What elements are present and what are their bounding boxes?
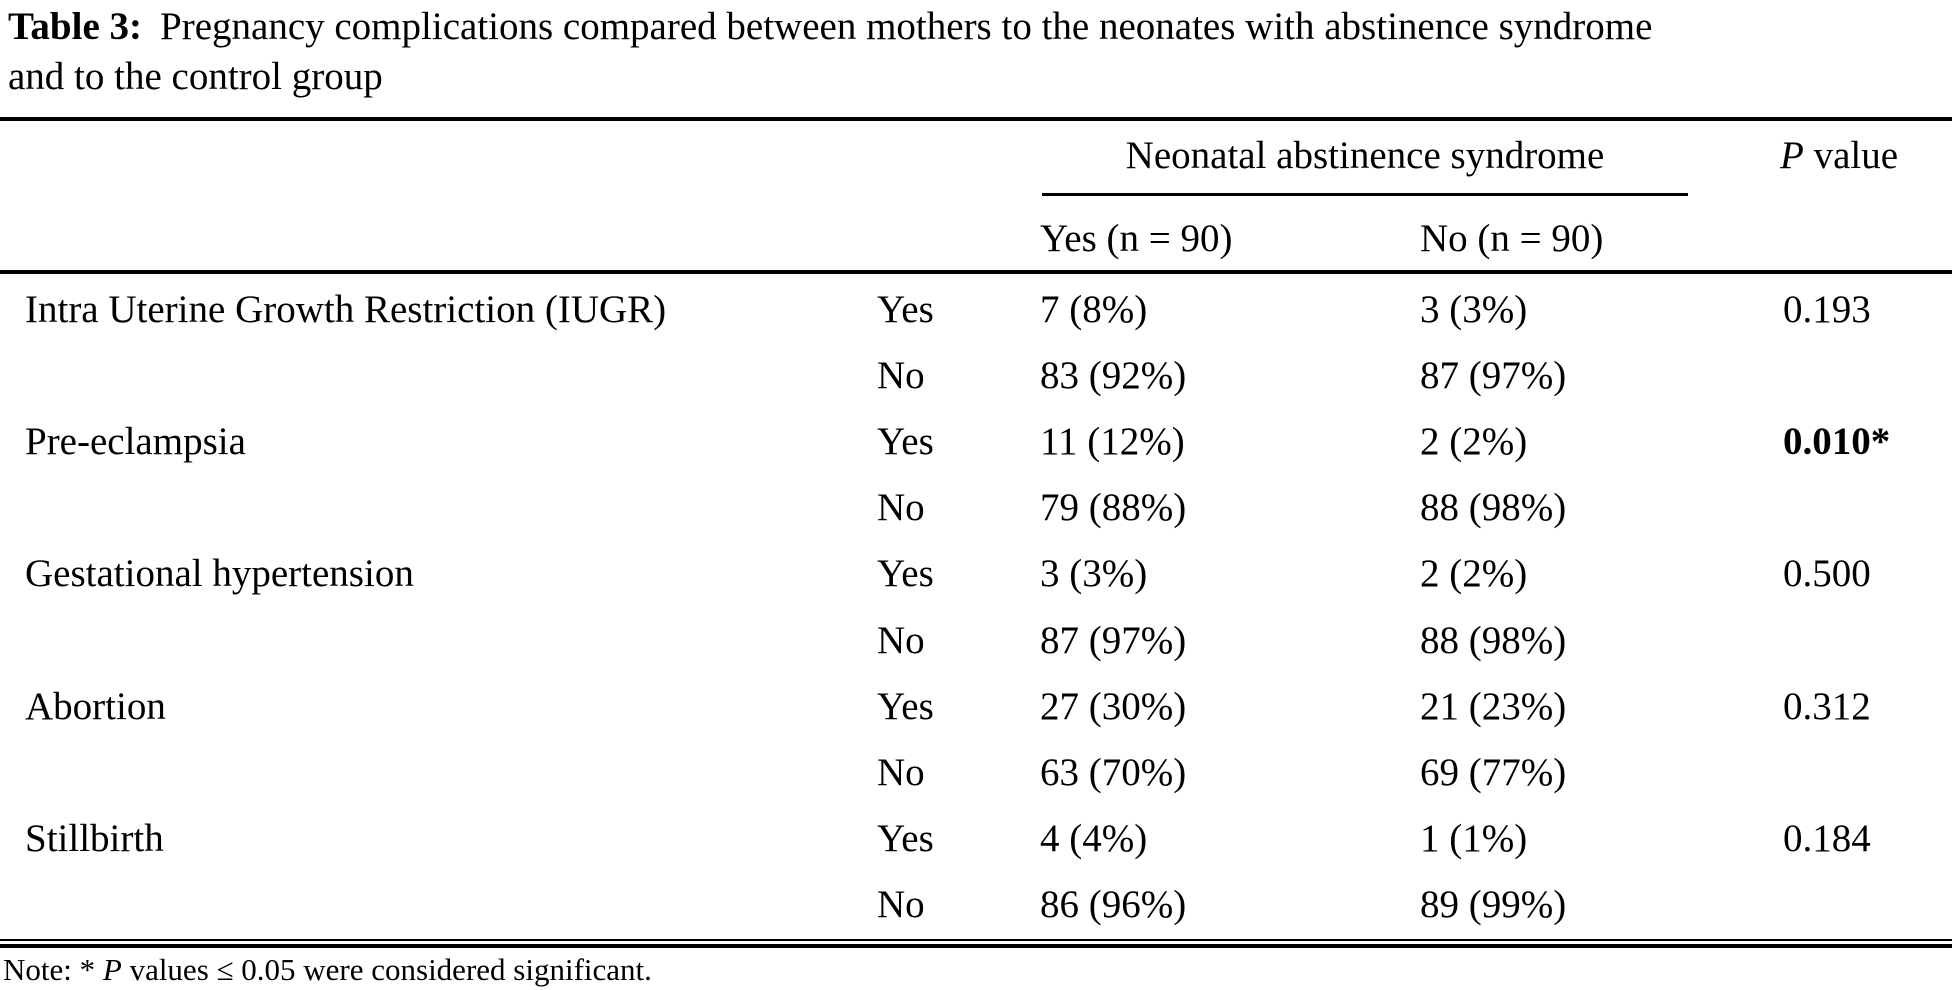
complication-cell: Intra Uterine Growth Restriction (IUGR) [25,287,667,331]
table-caption-text: Pregnancy complications compared between… [160,5,1653,48]
table-bottom-rule [0,939,1952,948]
nas-yes-cell: 27 (30%) [1040,684,1187,728]
p-value-cell: 0.500 [1783,552,1871,596]
complication-cell: Abortion [25,684,166,728]
nas-yes-cell: 86 (96%) [1040,883,1187,927]
table-top-rule [0,117,1952,121]
nas-yes-cell: 63 (70%) [1040,751,1187,795]
nas-no-cell: 21 (23%) [1420,684,1567,728]
table-header-rule [0,270,1952,274]
nas-no-cell: 88 (98%) [1420,618,1567,662]
footnote-rest: values ≤ 0.05 were considered significan… [121,952,652,987]
column-header-p-value: P value [1780,133,1898,179]
status-cell: No [877,353,925,397]
nas-yes-cell: 11 (12%) [1040,420,1185,463]
table-row: No 63 (70%) 69 (77%) [0,739,1952,805]
p-value-rest: value [1803,134,1899,177]
table-caption-line2: and to the control group [8,55,383,98]
table-row: Intra Uterine Growth Restriction (IUGR) Y… [0,276,1952,342]
p-value-cell: 0.010* [1783,420,1891,463]
nas-no-cell: 87 (97%) [1420,353,1567,397]
nas-yes-cell: 3 (3%) [1040,552,1148,596]
p-value-cell: 0.184 [1783,817,1871,861]
status-cell: No [877,618,925,662]
nas-yes-cell: 87 (97%) [1040,618,1187,662]
table-row: Gestational hypertension Yes 3 (3%) 2 (2%) 0… [0,541,1952,607]
status-cell: No [877,883,925,927]
table-row: Pre-eclampsia Yes 11 (12%) 2 (2%) 0.010* [0,408,1952,474]
nas-no-cell: 3 (3%) [1420,287,1528,331]
nas-no-cell: 1 (1%) [1420,817,1528,861]
nas-no-cell: 2 (2%) [1420,420,1528,463]
complication-cell: Gestational hypertension [25,552,414,596]
table-row: Abortion Yes 27 (30%) 21 (23%) 0.312 [0,673,1952,739]
nas-no-cell: 89 (99%) [1420,883,1567,927]
nas-yes-cell: 7 (8%) [1040,287,1148,331]
p-value-cell: 0.312 [1783,684,1871,728]
nas-yes-cell: 79 (88%) [1040,486,1187,530]
status-cell: Yes [877,684,934,728]
p-value-cell: 0.193 [1783,287,1871,331]
table-caption-line1: Table 3: Pregnancy complications compare… [8,2,1946,52]
table-footnote: Note: * P values ≤ 0.05 were considered … [3,952,652,988]
nas-no-cell: 88 (98%) [1420,486,1567,530]
complication-cell: Stillbirth [25,817,164,861]
group-header-neonatal-abstinence-syndrome: Neonatal abstinence syndrome [1042,133,1688,196]
table-row: No 86 (96%) 89 (99%) [0,872,1952,938]
status-cell: Yes [877,287,934,331]
nas-no-cell: 69 (77%) [1420,751,1567,795]
p-value-italic-p: P [1780,134,1804,177]
table-body: Intra Uterine Growth Restriction (IUGR) Y… [0,276,1952,938]
status-cell: Yes [877,817,934,861]
complication-cell: Pre-eclampsia [25,420,246,463]
column-header-no-n90: No (n = 90) [1420,217,1604,260]
footnote-italic-p: P [102,952,122,987]
status-cell: Yes [877,552,934,596]
nas-no-cell: 2 (2%) [1420,552,1528,596]
table-row: No 79 (88%) 88 (98%) [0,475,1952,541]
status-cell: No [877,486,925,530]
footnote-prefix: Note: * [3,952,103,987]
nas-yes-cell: 83 (92%) [1040,353,1187,397]
table-caption-label: Table 3: [8,5,143,48]
table-row: No 83 (92%) 87 (97%) [0,342,1952,408]
table-caption: Table 3: Pregnancy complications compare… [8,2,1946,102]
table-row: Stillbirth Yes 4 (4%) 1 (1%) 0.184 [0,806,1952,872]
nas-yes-cell: 4 (4%) [1040,817,1148,861]
table-row: No 87 (97%) 88 (98%) [0,607,1952,673]
status-cell: No [877,751,925,795]
status-cell: Yes [877,420,934,463]
column-header-yes-n90: Yes (n = 90) [1040,217,1233,260]
